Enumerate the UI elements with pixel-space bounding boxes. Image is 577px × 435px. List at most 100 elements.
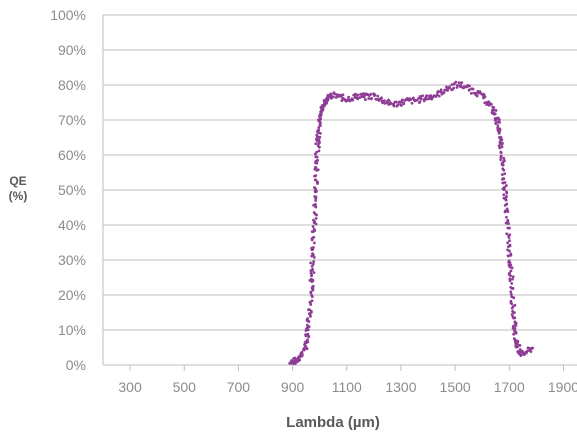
data-point [508,239,511,243]
data-point [409,98,413,101]
data-point [496,116,500,120]
grid-lines [102,14,577,366]
data-point [312,260,316,264]
data-point [510,313,514,316]
data-point [483,95,487,99]
data-point [309,271,313,275]
data-point [383,99,386,103]
data-point [313,178,317,182]
x-tick-label: 1300 [385,379,416,395]
data-point [512,337,516,340]
data-point [499,158,503,162]
data-point [310,299,314,303]
data-point [505,202,509,206]
data-point [489,102,493,106]
data-point [394,100,398,104]
data-point [307,335,311,338]
data-point [513,316,517,320]
data-point [400,98,404,102]
data-point [306,338,309,342]
data-point [309,314,312,318]
data-point [312,221,316,225]
data-point [501,177,505,181]
data-point [312,211,316,214]
data-point [513,311,516,315]
x-tick-label: 1700 [494,379,525,395]
y-tick-label: 30% [58,252,86,268]
data-point [383,101,387,105]
data-point [505,190,508,194]
data-point [455,86,459,89]
data-point [373,93,377,97]
data-point [509,285,513,289]
data-point [316,135,320,139]
y-tick-label: 60% [58,147,86,163]
y-tick-label: 70% [58,112,86,128]
data-point [318,135,322,139]
data-point [439,90,443,94]
data-point [510,295,514,299]
data-point [508,265,512,269]
data-point [318,131,322,135]
data-point [304,344,307,348]
data-point [317,142,321,146]
data-point [500,138,504,142]
data-point [505,215,508,219]
data-point [506,221,510,225]
data-point [315,213,318,217]
data-point [469,91,473,95]
data-point [315,150,319,154]
data-point [507,236,511,239]
data-point [492,106,496,109]
data-point [529,350,533,354]
data-point [506,241,510,245]
data-point [308,301,312,305]
data-point [317,149,321,153]
data-point [508,226,511,230]
data-point [314,199,318,202]
y-tick-label: 0% [66,357,86,373]
data-point [508,271,511,275]
data-point [311,225,315,228]
data-point [514,323,518,327]
data-point [502,156,506,160]
data-point [309,290,313,294]
data-point [310,274,313,278]
data-point [516,343,519,346]
data-point [511,275,515,279]
data-point [508,249,511,253]
data-point [454,80,458,84]
data-point [370,96,373,100]
data-point [471,87,475,91]
data-point [502,168,506,172]
data-point [436,91,439,94]
data-point [468,88,471,92]
data-point [503,210,507,214]
data-point [509,274,512,278]
data-point [309,261,312,265]
data-point [312,227,316,231]
data-point [311,253,315,257]
data-point [442,91,446,94]
data-point [510,302,514,306]
data-point [421,94,425,98]
data-point [317,138,321,142]
data-point [314,142,318,146]
data-point [312,218,315,222]
data-point [354,92,357,96]
data-point [314,197,318,200]
data-point [518,343,522,347]
data-point [356,93,360,97]
data-point [311,267,314,271]
data-point [310,310,313,314]
data-point [459,85,462,89]
data-point [341,93,345,97]
data-point [457,81,461,85]
data-point [448,85,451,89]
y-axis-ticks: 0% 10% 20% 30% 40% 50% 60% 70% 80% 90% 100% [50,7,86,373]
y-tick-label: 10% [58,322,86,338]
data-point [311,287,315,291]
data-point [311,279,315,283]
data-point [331,95,335,99]
x-tick-label: 300 [118,379,142,395]
